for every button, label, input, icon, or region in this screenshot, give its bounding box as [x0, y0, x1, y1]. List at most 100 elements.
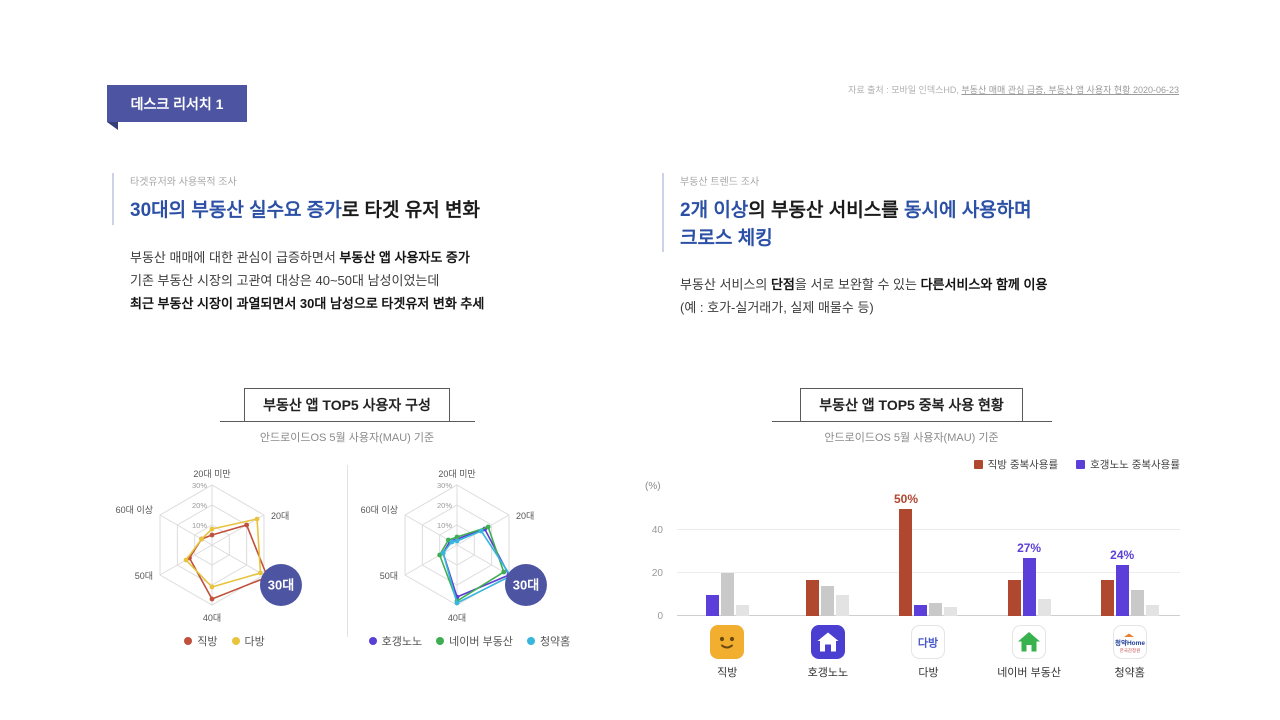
section-body: 부동산 매매에 대한 관심이 급증하면서 부동산 앱 사용자도 증가 기존 부동… [112, 246, 582, 316]
bar [1130, 590, 1144, 616]
section-label: 부동산 트렌드 조사 [680, 177, 760, 188]
dabang-app-icon: 다방 [911, 625, 946, 659]
bar-value-label: 24% [1110, 547, 1135, 562]
legend-square-icon [1076, 460, 1086, 469]
bar-group-cheongyakhome: 24% [1079, 498, 1180, 616]
app-naver-realestate: 네이버 부동산 [979, 625, 1080, 680]
zigbang-app-icon [710, 625, 745, 659]
source-link[interactable]: 부동산 매매 관심 급증, 부동산 앱 사용자 현황 2020-06-23 [961, 85, 1179, 95]
bar: 50% [894, 492, 918, 616]
bar [821, 586, 835, 616]
radar-chart-zigbang-dabang: 10% 20% 30% 20대 미만 20대 40대 50대 60대 이상 30대 [115, 469, 302, 623]
body-text-bold: 다른서비스와 함께 이용 [920, 277, 1048, 293]
title-highlight: 2개 이상 [680, 200, 749, 221]
cheongyakhome-app-icon: 청약Home 한국감정원 [1112, 625, 1147, 659]
svg-text:20대: 20대 [515, 511, 533, 521]
y-axis-ticks: 0 20 40 [643, 498, 671, 622]
radar-cell-2: 10% 20% 30% 20대 미만 20대 40대 50대 60대 이상 30대 호갱노노 네이… [348, 453, 592, 649]
svg-text:30%: 30% [436, 481, 451, 490]
bar-value-label: 50% [893, 491, 918, 506]
svg-text:30대: 30대 [512, 578, 538, 593]
y-tick-label: 0 [657, 611, 663, 622]
svg-text:30%: 30% [191, 481, 206, 490]
legend-item: 직방 중복사용률 [973, 457, 1058, 472]
svg-text:50대: 50대 [134, 571, 152, 581]
bar [806, 579, 820, 616]
y-tick-label: 20 [651, 568, 663, 580]
legend-square-icon [973, 460, 983, 469]
radar-row: 10% 20% 30% 20대 미만 20대 40대 50대 60대 이상 30대 직방 다방 1… [92, 453, 602, 649]
title-highlight: 30대의 부동산 실수요 증가 [130, 200, 342, 221]
badge-fold [107, 122, 118, 130]
legend-item: 청약홈 [526, 633, 570, 649]
bar-group-naver: 27% [979, 498, 1080, 616]
age-30s-badge [259, 564, 302, 606]
target-user-section: 타겟유저와 사용목적 조사 30대의 부동산 실수요 증가로 타겟 유저 변화 … [112, 173, 582, 316]
app-name: 호갱노노 [807, 667, 849, 679]
hogangnono-app-icon [810, 625, 845, 659]
body-text: 부동산 서비스의 [680, 277, 771, 293]
legend-dot-icon [231, 637, 240, 645]
bar-plot: 50% 27% 24% [677, 492, 1180, 616]
svg-text:20대 미만: 20대 미만 [193, 469, 230, 479]
naver-realestate-app-icon [1012, 625, 1047, 659]
trend-section: 부동산 트렌드 조사 2개 이상의 부동산 서비스를 동시에 사용하며 크로스 체… [662, 173, 1162, 320]
legend-item: 직방 [184, 633, 218, 649]
title-rest: 로 타겟 유저 변화 [341, 200, 480, 221]
desk-research-badge: 데스크 리서치 1 [107, 85, 247, 130]
badge-label: 데스크 리서치 1 [130, 95, 224, 112]
bar-chart-section: 부동산 앱 TOP5 중복 사용 현황 안드로이드OS 5월 사용자(MAU) … [643, 388, 1180, 680]
bar-value-label: 27% [1017, 541, 1042, 556]
legend-item: 다방 [231, 633, 265, 649]
radar-chart-title: 부동산 앱 TOP5 사용자 구성 [244, 388, 450, 422]
radar-chart-title-wrap: 부동산 앱 TOP5 사용자 구성 안드로이드OS 5월 사용자(MAU) 기준 [92, 388, 602, 445]
legend-item: 네이버 부동산 [436, 633, 513, 649]
source-prefix: 자료 출처 : 모바일 인덱스HD, [848, 85, 962, 95]
svg-text:20대 미만: 20대 미만 [438, 469, 475, 479]
bar: 24% [1110, 548, 1134, 616]
y-tick-label: 40 [651, 525, 663, 537]
radar-divider [346, 465, 348, 637]
body-text-bold: 단점 [770, 277, 795, 293]
gridline [677, 615, 1180, 616]
radar-charts-section: 부동산 앱 TOP5 사용자 구성 안드로이드OS 5월 사용자(MAU) 기준… [92, 388, 602, 649]
bar [720, 573, 734, 616]
gridline [677, 529, 1180, 531]
app-icons-row: 직방 호갱노노 다방 다방 네이버 부동산 청약Home 한국감정원 청약홈 [643, 625, 1180, 680]
bar-group-zigbang [677, 498, 778, 616]
body-line: (예 : 호가-실거래가, 실제 매물수 등) [680, 300, 874, 316]
svg-text:60대 이상: 60대 이상 [360, 505, 397, 515]
app-zigbang: 직방 [677, 625, 778, 680]
bar [944, 607, 958, 616]
section-body: 부동산 서비스의 단점을 서로 보완할 수 있는 다른서비스와 함께 이용 (예… [662, 273, 1162, 320]
svg-text:20%: 20% [191, 501, 206, 510]
title-highlight: 크로스 체킹 [680, 227, 773, 249]
svg-text:10%: 10% [191, 521, 206, 530]
svg-text:한국감정원: 한국감정원 [1119, 647, 1140, 654]
svg-text:50대: 50대 [379, 571, 397, 581]
section-label: 타겟유저와 사용목적 조사 [130, 177, 237, 188]
gridline [677, 572, 1180, 574]
bar [1007, 579, 1021, 616]
radar-legend-1: 직방 다방 [184, 633, 265, 649]
body-text-bold: 최근 부동산 시장이 과열되면서 30대 남성으로 타겟유저 변화 추세 [130, 296, 485, 312]
legend-dot-icon [368, 637, 377, 645]
section-title: 2개 이상의 부동산 서비스를 동시에 사용하며 크로스 체킹 [680, 197, 1162, 252]
bar [836, 594, 850, 616]
app-name: 청약홈 [1114, 667, 1145, 679]
svg-text:30대: 30대 [267, 578, 293, 593]
title-rest: 의 부동산 서비스를 [748, 200, 904, 221]
app-dabang: 다방 다방 [878, 625, 979, 680]
y-axis-unit: (%) [645, 481, 661, 492]
bar [1037, 598, 1051, 616]
bar [914, 605, 928, 616]
svg-text:10%: 10% [436, 521, 451, 530]
radar-chart-hogangnono-naver-cheongyak: 10% 20% 30% 20대 미만 20대 40대 50대 60대 이상 30대 [360, 469, 547, 623]
bar [929, 603, 943, 616]
age-30s-badge [504, 564, 547, 606]
bar [705, 594, 719, 616]
svg-text:다방: 다방 [918, 636, 938, 650]
body-line: 부동산 매매에 대한 관심이 급증하면서 부동산 앱 사용자도 증가 [130, 246, 582, 269]
body-text: 을 서로 보완할 수 있는 [794, 277, 921, 293]
app-cheongyakhome: 청약Home 한국감정원 청약홈 [1079, 625, 1180, 680]
